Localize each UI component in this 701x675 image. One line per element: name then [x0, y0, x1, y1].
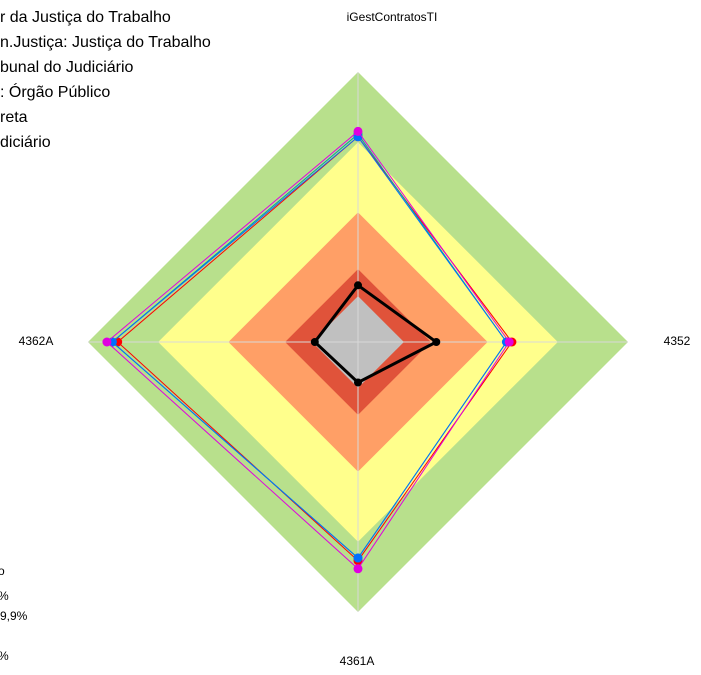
series-marker — [354, 281, 362, 290]
series-marker — [504, 337, 514, 347]
footer-line: o — [0, 564, 5, 578]
axis-label: 4361A — [340, 654, 375, 668]
info-line: n.Justiça: Justiça do Trabalho — [0, 34, 211, 51]
series-marker — [354, 378, 362, 387]
info-line: bunal do Judiciário — [0, 59, 134, 76]
axis-label: 4352 — [664, 334, 691, 348]
info-line: : Órgão Público — [0, 82, 110, 101]
info-line: r da Justiça do Trabalho — [0, 9, 171, 26]
footer-line: % — [0, 649, 9, 663]
series-marker — [310, 338, 319, 346]
series-marker — [432, 338, 441, 346]
series-marker — [102, 337, 112, 347]
series-marker — [353, 553, 363, 563]
axis-label: iGestContratosTI — [347, 10, 438, 24]
series-marker — [353, 564, 363, 574]
footer-line: 9,9% — [0, 609, 28, 623]
axis-label: 4362A — [19, 334, 54, 348]
info-line: reta — [0, 109, 28, 126]
info-line: diciário — [0, 134, 51, 151]
footer-line: % — [0, 589, 9, 603]
series-marker — [353, 126, 363, 136]
